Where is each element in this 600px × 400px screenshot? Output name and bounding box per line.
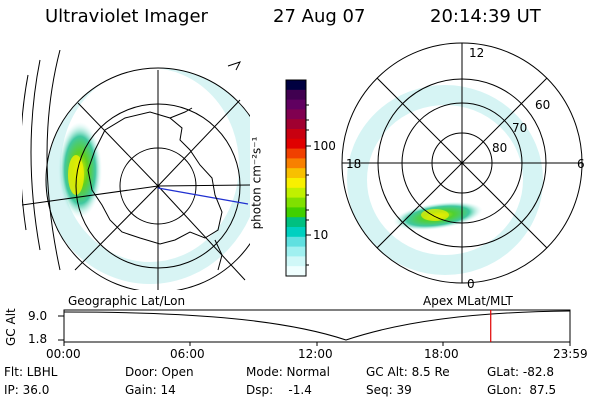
- colorbar-tick-10: 10: [313, 228, 329, 242]
- colorbar-swatch: [286, 246, 306, 257]
- date-label: 27 Aug 07: [273, 6, 366, 27]
- timeline-ytick-min: 1.8: [28, 332, 48, 346]
- mlat-label-70: 70: [512, 121, 528, 135]
- colorbar-tick-100: 100: [313, 139, 336, 153]
- colorbar-swatch: [286, 217, 306, 228]
- magnetic-polar-grid: [341, 42, 583, 284]
- timeline-ylabel: GC Alt: [4, 308, 18, 346]
- colorbar-swatch: [286, 148, 306, 159]
- instrument-title: Ultraviolet Imager: [45, 6, 208, 27]
- footer-filter: Flt: LBHL: [4, 365, 58, 379]
- colorbar-swatch: [286, 197, 306, 208]
- colorbar-swatch: [286, 109, 306, 120]
- colorbar-swatch: [286, 89, 306, 101]
- colorbar-swatch: [286, 187, 306, 199]
- mlt-label-18: 18: [346, 157, 362, 171]
- mlt-label-6: 6: [577, 157, 585, 171]
- footer-glat: GLat: -82.8: [487, 365, 554, 379]
- colorbar-swatch: [286, 129, 306, 140]
- time-label: 20:14:39 UT: [430, 6, 541, 27]
- timeline-xtick-1200: 12:00: [298, 347, 333, 361]
- colorbar-swatch: [286, 168, 306, 179]
- right-panel-caption: Apex MLat/MLT: [423, 294, 513, 308]
- geographic-map: [22, 50, 250, 290]
- colorbar-swatch: [286, 227, 306, 238]
- left-panel-caption: Geographic Lat/Lon: [68, 294, 186, 308]
- footer-ip: IP: 36.0: [4, 383, 50, 397]
- timeline-xtick-0600: 06:00: [170, 347, 205, 361]
- mlt-label-0: 0: [467, 277, 475, 291]
- colorbar-swatch: [286, 138, 306, 150]
- colorbar-swatch: [286, 207, 306, 218]
- timeline-xtick-2359: 23:59: [553, 347, 588, 361]
- colorbar-swatch: [286, 158, 306, 169]
- altitude-timeline: [58, 309, 571, 346]
- colorbar-swatch: [286, 119, 306, 130]
- aurora-halo-left: [46, 68, 250, 284]
- footer-gain: Gain: 14: [125, 383, 176, 397]
- footer-mode: Mode: Normal: [246, 365, 330, 379]
- footer-gc-alt: GC Alt: 8.5 Re: [366, 365, 450, 379]
- footer-seq: Seq: 39: [366, 383, 412, 397]
- colorbar-unit-label: photon cm⁻²s⁻¹: [249, 136, 264, 230]
- colorbar-swatch: [286, 256, 306, 267]
- footer-glon: GLon: 87.5: [487, 383, 557, 397]
- footer-dsp: Dsp: -1.4: [246, 383, 312, 397]
- colorbar-swatch: [286, 236, 306, 248]
- mlt-label-12: 12: [469, 46, 485, 60]
- mlat-label-60: 60: [535, 98, 551, 112]
- mlat-label-80: 80: [492, 141, 508, 155]
- colorbar-frame: [285, 79, 307, 277]
- continent-outline: [87, 111, 223, 245]
- colorbar: [286, 80, 306, 277]
- timeline-xtick-1800: 18:00: [424, 347, 459, 361]
- timeline-xtick-0000: 00:00: [46, 347, 81, 361]
- colorbar-swatch: [286, 80, 306, 91]
- timeline-ytick-max: 9.0: [28, 309, 48, 323]
- colorbar-swatch: [286, 266, 306, 277]
- colorbar-swatch: [286, 99, 306, 110]
- colorbar-swatch: [286, 178, 306, 189]
- footer-door: Door: Open: [125, 365, 194, 379]
